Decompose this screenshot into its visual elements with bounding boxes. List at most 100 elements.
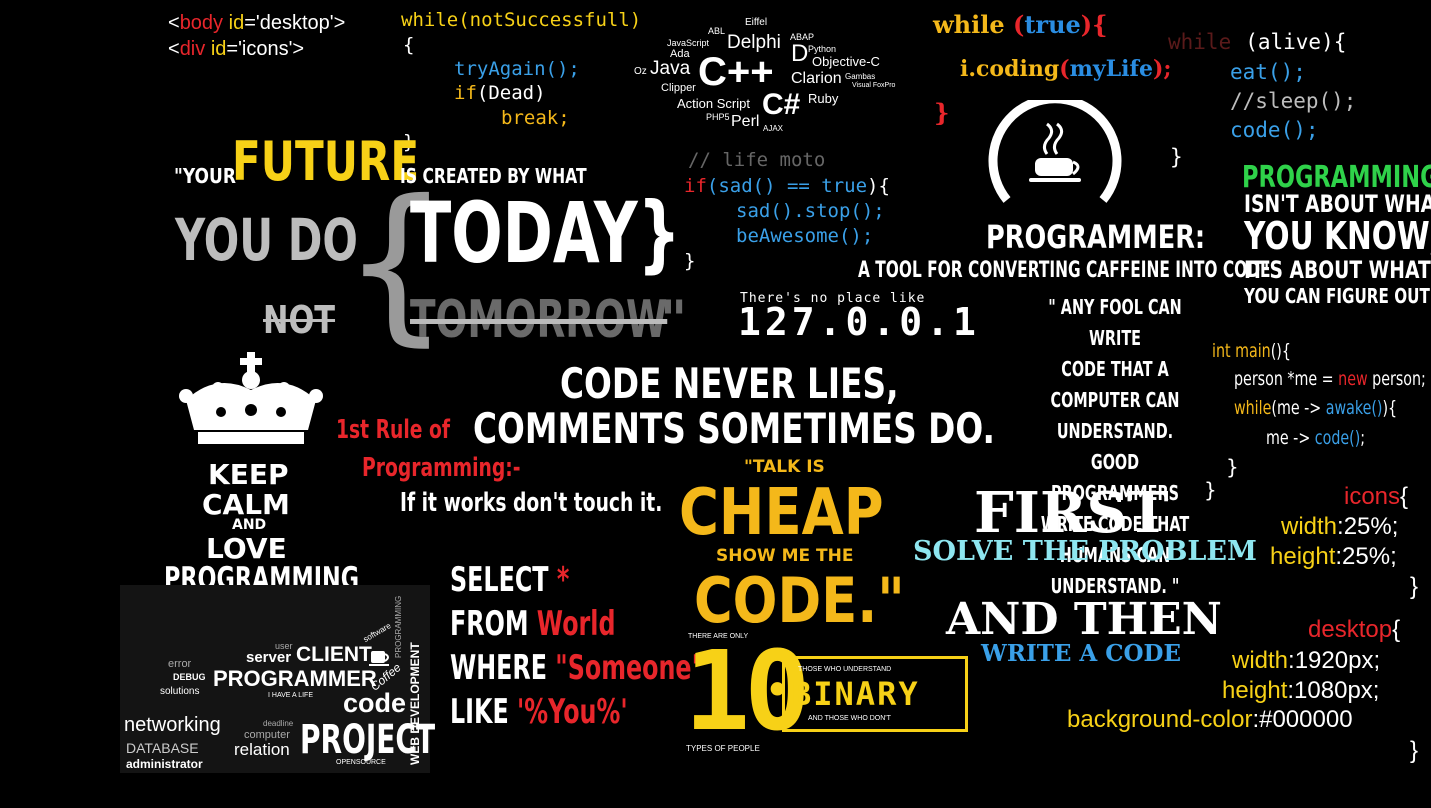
value: :25%; bbox=[1337, 513, 1399, 540]
kw-while: while bbox=[1234, 397, 1272, 419]
keep-calm-line: AND bbox=[232, 517, 267, 533]
lt: < bbox=[168, 12, 180, 34]
programmer-title: PROGRAMMER: bbox=[986, 218, 1206, 256]
coffee-cup-icon bbox=[988, 100, 1122, 203]
value: :1080px; bbox=[1287, 677, 1380, 704]
code-line: //sleep(); bbox=[1230, 89, 1357, 113]
code-line: me -> code(); bbox=[1266, 427, 1365, 449]
selector: desktop bbox=[1308, 616, 1393, 643]
code-comment: // life moto bbox=[688, 149, 826, 171]
tag-body: body bbox=[179, 12, 224, 34]
quote-line: HUMANS CAN UNDERSTAND. " bbox=[1050, 543, 1180, 598]
lang-word: Clipper bbox=[661, 82, 696, 94]
html-line-1: <body id='desktop'> bbox=[168, 12, 345, 35]
paren: ){ bbox=[867, 175, 890, 197]
css-line: } bbox=[1410, 737, 1419, 764]
kw-like: LIKE bbox=[450, 692, 509, 732]
css-line: width:1920px; bbox=[1232, 647, 1380, 675]
ptr: me -> bbox=[1266, 427, 1315, 449]
big-brace: { bbox=[342, 164, 451, 362]
cloud-word: PROGRAMMER bbox=[213, 666, 377, 691]
binary-ten: 10 bbox=[684, 627, 810, 755]
future-word: FUTURE bbox=[232, 130, 420, 193]
cloud-word: CLIENT bbox=[296, 643, 372, 666]
lang-word: JavaScript bbox=[667, 38, 710, 48]
call: code() bbox=[1314, 427, 1361, 449]
attr: id bbox=[205, 38, 227, 60]
prop: width bbox=[1281, 513, 1338, 540]
code-line: while (alive){ bbox=[1168, 30, 1346, 54]
quote-line: GOOD PROGRAMMERS bbox=[1051, 450, 1179, 505]
value: :1920px; bbox=[1288, 647, 1381, 674]
code-line: if(sad() == true){ bbox=[684, 175, 890, 197]
css-line: height:1080px; bbox=[1222, 677, 1379, 705]
prop: background-color bbox=[1067, 706, 1253, 733]
brace: { bbox=[1400, 483, 1409, 510]
gt: > bbox=[333, 12, 346, 34]
tomorrow-word: TOMORROW bbox=[410, 290, 668, 350]
rule-line: 1st Rule of bbox=[336, 415, 451, 445]
quote-line: SOLVE THE PROBLEM bbox=[913, 536, 1257, 567]
value: :25%; bbox=[1335, 543, 1397, 570]
code-line: i.coding(myLife); bbox=[960, 56, 1172, 82]
cloud-word: administrator bbox=[126, 757, 203, 771]
kw-select: SELECT bbox=[450, 560, 549, 600]
val: 'icons' bbox=[238, 38, 293, 60]
quote-line: ISN'T ABOUT WHAT bbox=[1244, 190, 1431, 218]
css-line: background-color:#000000 bbox=[1067, 706, 1353, 734]
code-line: while (true){ bbox=[933, 10, 1108, 39]
eq: = bbox=[244, 12, 256, 34]
lang-word: D bbox=[791, 40, 809, 67]
code-line: } bbox=[403, 131, 415, 153]
cloud-word: server bbox=[246, 649, 292, 666]
lang-word: Java bbox=[650, 58, 691, 79]
code-line: int main(){ bbox=[1212, 340, 1291, 362]
lt: < bbox=[168, 38, 180, 60]
decl: person *me = bbox=[1234, 368, 1339, 390]
css-line: desktop{ bbox=[1308, 616, 1400, 644]
kw-while: while bbox=[1168, 30, 1232, 54]
code-line: } bbox=[1170, 145, 1183, 169]
quote-text: "YOUR bbox=[174, 164, 236, 188]
keep-calm-line: LOVE bbox=[206, 532, 287, 565]
table: World bbox=[536, 604, 616, 644]
semi: ; bbox=[1360, 427, 1366, 449]
css-line: width:25%; bbox=[1281, 513, 1398, 541]
kw-where: WHERE bbox=[450, 648, 548, 688]
code-line: while(notSuccessfull) bbox=[401, 9, 642, 31]
css-line: } bbox=[1410, 573, 1419, 600]
lang-word: Delphi bbox=[727, 32, 781, 53]
sql-line: LIKE '%You%' bbox=[450, 692, 628, 732]
lang-word: Visual FoxPro bbox=[852, 82, 896, 89]
lang-word: Objective-C bbox=[812, 54, 880, 69]
quote-line: FIRST bbox=[974, 480, 1169, 546]
quote-line: YOU KNOW; bbox=[1244, 214, 1431, 258]
lang-word: Ada bbox=[670, 48, 690, 60]
keep-calm-line: CALM bbox=[202, 488, 290, 521]
sql-line: SELECT * bbox=[450, 560, 569, 600]
cloud-word: PROGRAMMING bbox=[394, 595, 403, 658]
brace: { bbox=[1392, 616, 1401, 643]
binary-text: THOSE WHO UNDERSTAND bbox=[798, 666, 892, 673]
kw-from: FROM bbox=[450, 604, 529, 644]
fn-main: main bbox=[1235, 340, 1271, 362]
type: person; bbox=[1367, 368, 1426, 390]
cloud-word: WEB DEVELOPMENT bbox=[408, 642, 422, 765]
kw-int: int bbox=[1212, 340, 1236, 362]
paren: ( bbox=[1004, 10, 1025, 39]
cond: (Dead) bbox=[476, 82, 546, 104]
method: i.coding bbox=[960, 56, 1060, 82]
paren: ){ bbox=[1382, 397, 1398, 419]
code-line: person *me = new person; bbox=[1234, 368, 1426, 390]
cloud-bg bbox=[120, 585, 430, 773]
quote-line: COMPUTER CAN UNDERSTAND. bbox=[1050, 388, 1180, 443]
today-word: TODAY} bbox=[410, 184, 681, 282]
kw-if: if bbox=[454, 82, 477, 104]
you-do: YOU DO bbox=[175, 206, 358, 274]
quote-line: WRITE CODE THAT bbox=[1040, 512, 1190, 536]
lang-word: Clarion bbox=[791, 70, 842, 87]
lang-word: Eiffel bbox=[745, 17, 768, 28]
cloud-word: relation bbox=[234, 740, 290, 759]
code-line: } bbox=[934, 98, 950, 127]
code-line: break; bbox=[501, 107, 570, 129]
